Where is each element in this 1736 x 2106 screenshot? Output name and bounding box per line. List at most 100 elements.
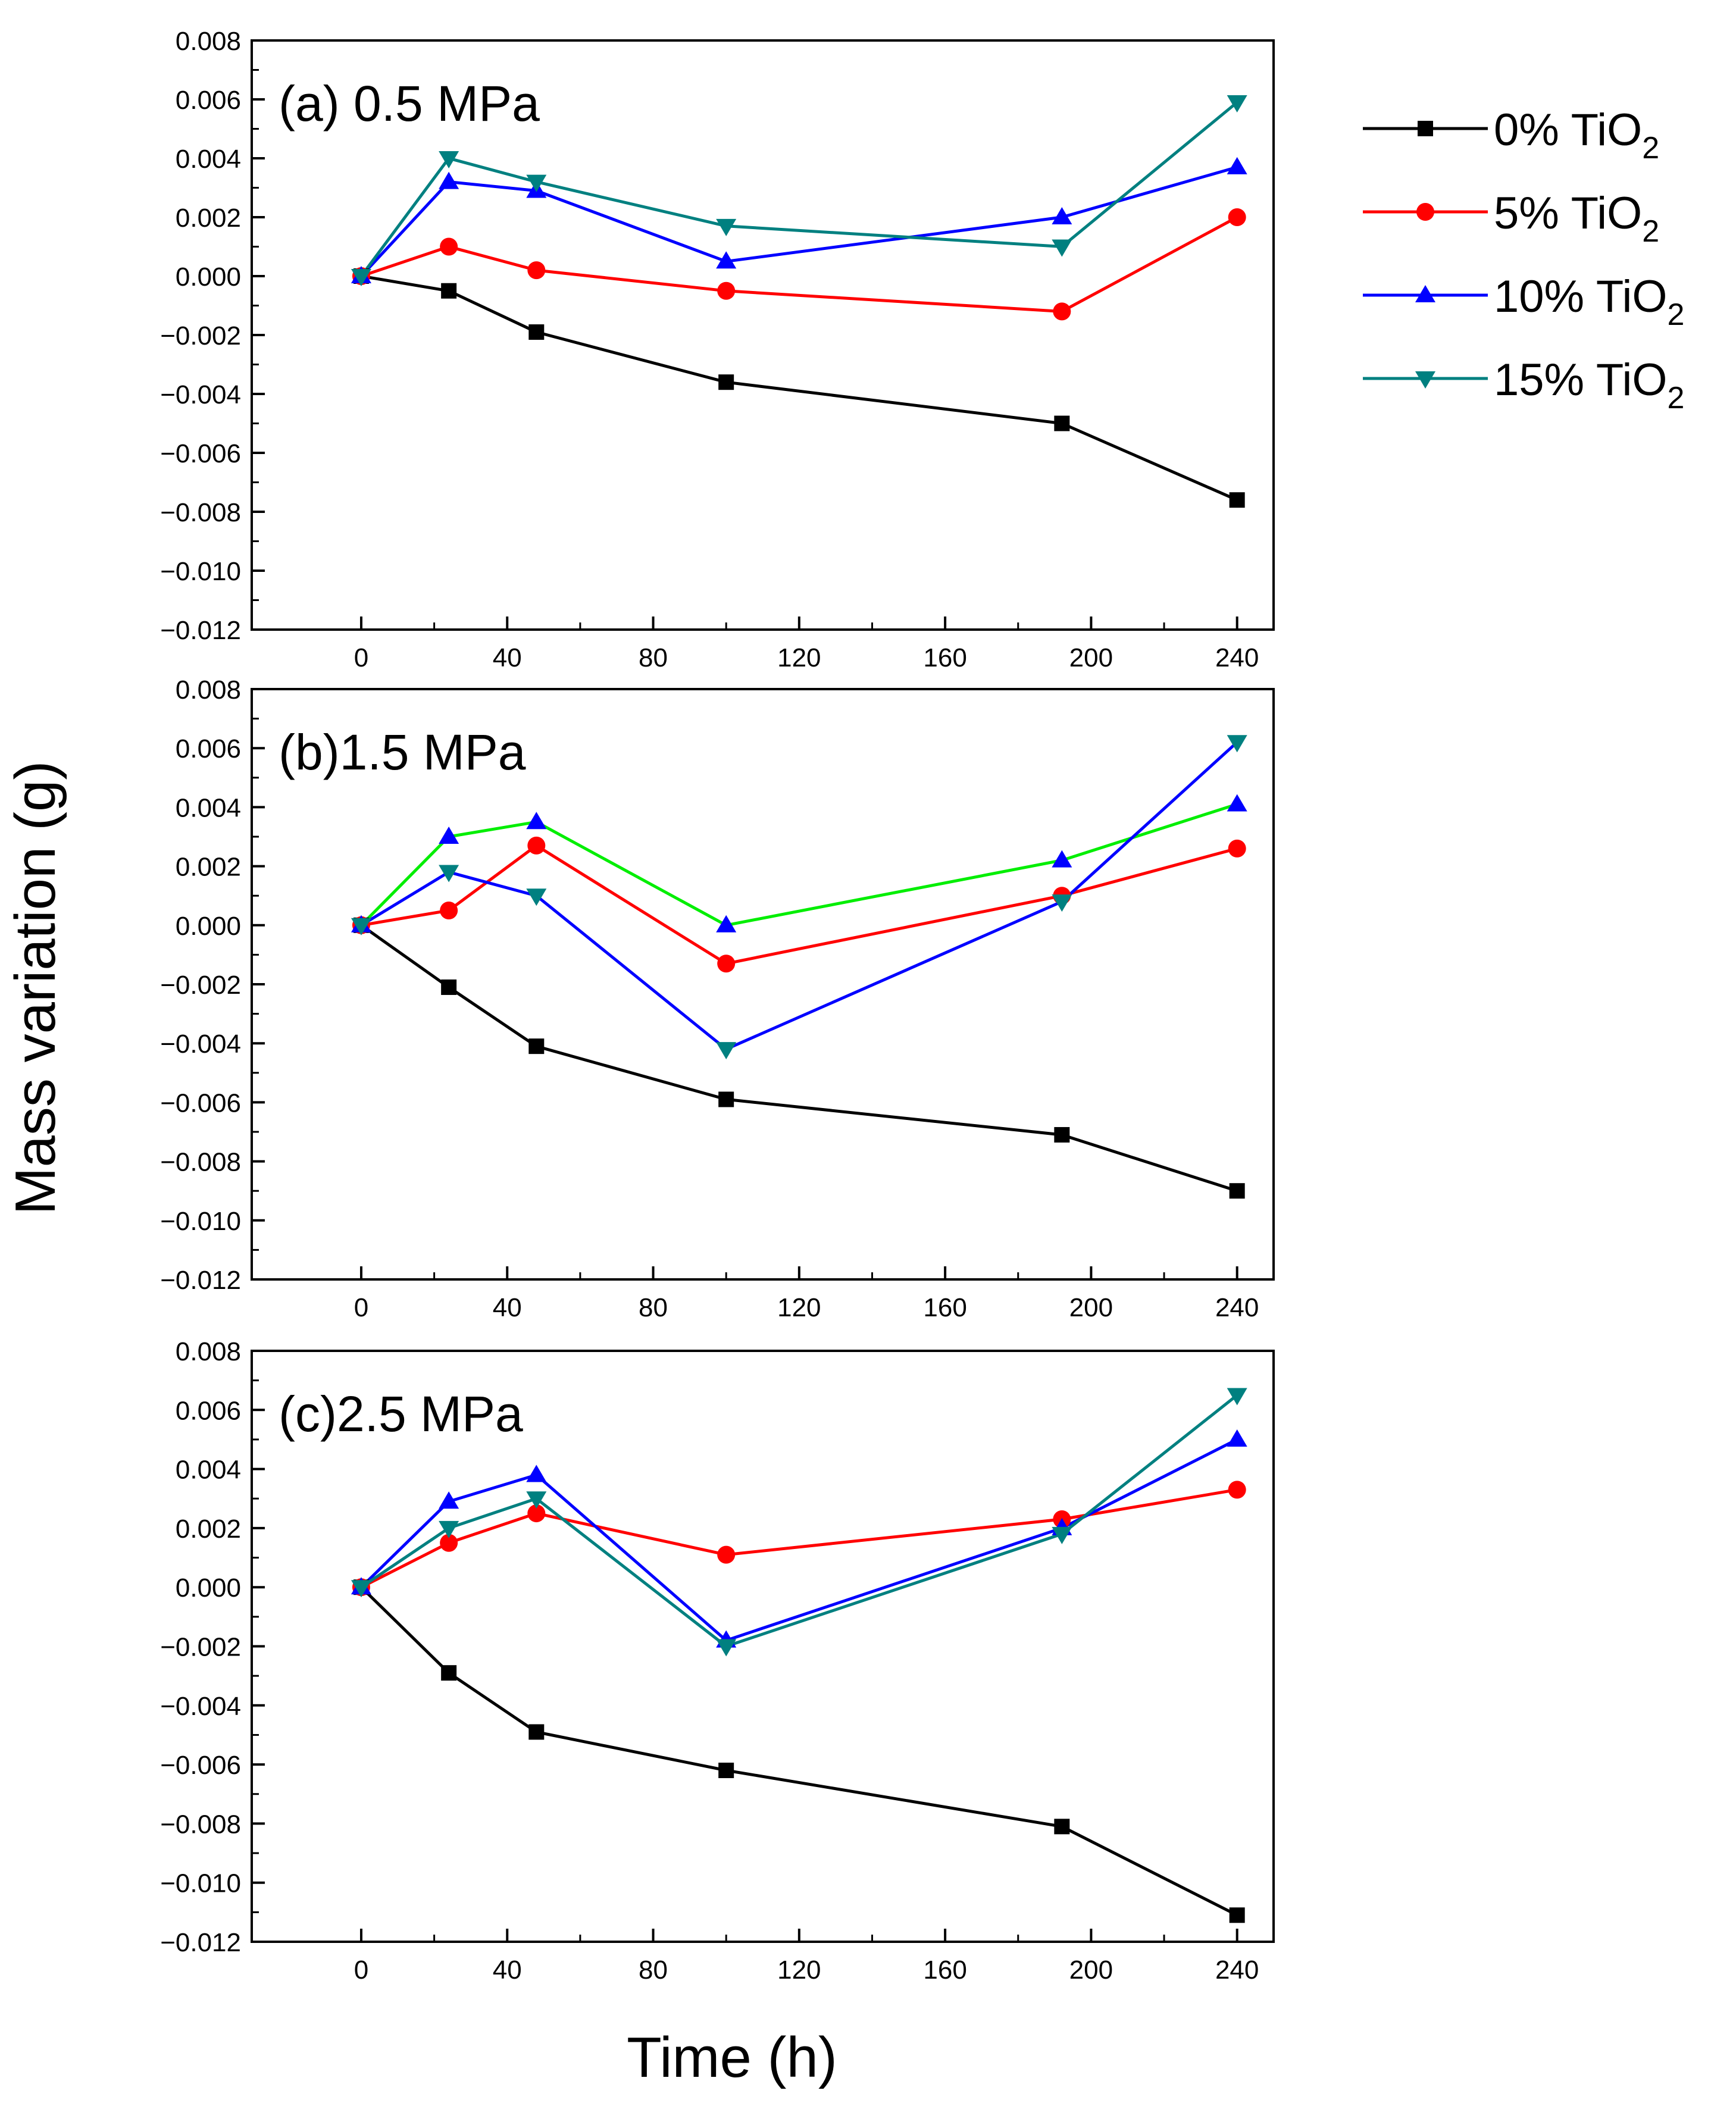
x-tick-label: 120 xyxy=(777,1293,821,1322)
y-tick-label: 0.000 xyxy=(176,262,241,292)
y-tick-label: 0.002 xyxy=(176,204,241,233)
data-point-4 xyxy=(716,1639,737,1657)
y-tick-label: −0.004 xyxy=(160,1029,241,1059)
y-tick-label: 0.004 xyxy=(176,145,241,174)
panel-3: −0.012 −0.010 −0.008 −0.006 −0.004 −0.002 0.00… xyxy=(160,1337,1275,1985)
data-point-4 xyxy=(1227,95,1247,112)
legend-label: 15% TiO2 xyxy=(1494,355,1684,415)
y-axis-label: Mass variation (g) xyxy=(4,761,67,1215)
data-point-2 xyxy=(717,955,736,973)
x-tick-label: 80 xyxy=(639,1293,668,1322)
data-point-4 xyxy=(439,1520,459,1538)
data-point-2 xyxy=(717,1545,736,1564)
data-point-3 xyxy=(1052,850,1072,868)
data-point-4 xyxy=(351,918,371,935)
x-axis-label: Time (h) xyxy=(627,2026,837,2089)
legend-label: 5% TiO2 xyxy=(1494,188,1659,249)
y-tick-label: 0.004 xyxy=(176,1456,241,1485)
y-tick-label: 0.008 xyxy=(176,675,241,705)
x-tick-label: 200 xyxy=(1069,643,1113,672)
data-point-4 xyxy=(716,1042,737,1060)
legend-label-subscript: 2 xyxy=(1667,381,1684,415)
y-tick-label: −0.008 xyxy=(160,1810,241,1839)
x-tick-label: 160 xyxy=(923,643,966,672)
series-line-4 xyxy=(360,1394,1238,1648)
y-tick-label: 0.008 xyxy=(176,27,241,56)
series-line-4 xyxy=(360,741,1238,1051)
y-tick-label: −0.010 xyxy=(160,1207,241,1236)
y-tick-label: −0.012 xyxy=(160,1266,241,1295)
y-tick-label: −0.008 xyxy=(160,1148,241,1177)
data-point-1 xyxy=(718,1091,734,1107)
y-tick-label: −0.002 xyxy=(160,1633,241,1662)
legend-label-subscript: 2 xyxy=(1667,298,1684,332)
data-point-1 xyxy=(528,1724,545,1740)
data-point-1 xyxy=(1229,1907,1245,1923)
x-tick-label: 200 xyxy=(1069,1955,1113,1985)
data-point-4 xyxy=(351,1580,371,1598)
data-point-1 xyxy=(441,979,457,995)
data-point-1 xyxy=(718,374,734,390)
data-point-4 xyxy=(351,269,371,286)
x-tick-label: 80 xyxy=(639,643,668,672)
data-point-3 xyxy=(526,812,547,830)
y-tick-label: 0.000 xyxy=(176,1573,241,1603)
series-line-1 xyxy=(360,924,1238,1193)
data-point-2 xyxy=(527,836,546,855)
y-tick-label: 0.006 xyxy=(176,1396,241,1425)
data-point-3 xyxy=(526,1465,547,1482)
panel-1: −0.012 −0.010 −0.008 −0.006 −0.004 −0.002 0.00… xyxy=(160,27,1275,672)
data-point-2 xyxy=(440,1534,458,1552)
data-point-3 xyxy=(1227,794,1247,812)
y-tick-label: −0.002 xyxy=(160,321,241,351)
panels: −0.012 −0.010 −0.008 −0.006 −0.004 −0.002 0.00… xyxy=(160,27,1275,1985)
y-tick-label: −0.002 xyxy=(160,971,241,1000)
legend-label-subscript: 2 xyxy=(1642,131,1659,165)
data-point-1 xyxy=(528,1038,545,1054)
y-tick-label: −0.006 xyxy=(160,1088,241,1118)
data-point-3 xyxy=(439,827,459,844)
data-point-3 xyxy=(1227,157,1247,174)
legend-label-subscript: 2 xyxy=(1642,214,1659,249)
y-tick-label: 0.006 xyxy=(176,86,241,115)
x-tick-label: 120 xyxy=(777,643,821,672)
y-tick-label: 0.000 xyxy=(176,912,241,941)
x-tick-label: 80 xyxy=(639,1955,668,1985)
data-point-2 xyxy=(440,902,458,919)
data-point-4 xyxy=(526,1491,547,1509)
x-tick-label: 40 xyxy=(493,643,522,672)
y-tick-label: −0.006 xyxy=(160,439,241,468)
y-tick-label: 0.008 xyxy=(176,1337,241,1366)
data-point-2 xyxy=(440,237,458,256)
y-tick-label: −0.012 xyxy=(160,1928,241,1957)
data-point-1 xyxy=(1229,492,1245,508)
x-tick-label: 0 xyxy=(354,1955,368,1985)
x-tick-label: 0 xyxy=(354,1293,368,1322)
data-point-1 xyxy=(1054,415,1070,431)
y-tick-label: −0.008 xyxy=(160,498,241,527)
series-line-1 xyxy=(361,274,1238,502)
y-tick-label: −0.004 xyxy=(160,380,241,409)
x-tick-label: 40 xyxy=(493,1293,522,1322)
panel-title: (a) 0.5 MPa xyxy=(279,76,540,132)
x-tick-label: 120 xyxy=(777,1955,821,1985)
data-point-2 xyxy=(1228,1481,1246,1499)
series-line-1 xyxy=(360,1586,1238,1917)
legend-marker xyxy=(1415,371,1435,389)
data-point-4 xyxy=(439,151,459,168)
y-tick-label: −0.006 xyxy=(160,1751,241,1780)
x-tick-label: 160 xyxy=(923,1955,966,1985)
y-tick-label: 0.004 xyxy=(176,793,241,822)
y-tick-label: 0.002 xyxy=(176,853,241,882)
legend-item-4: 15% TiO2 xyxy=(1363,355,1684,415)
data-point-4 xyxy=(1227,1388,1247,1406)
legend-marker xyxy=(1418,121,1433,136)
legend: 0% TiO2 5% TiO2 10% TiO2 15% TiO2 xyxy=(1363,105,1684,415)
data-point-4 xyxy=(439,865,459,883)
data-point-3 xyxy=(439,1491,459,1509)
data-point-4 xyxy=(526,174,547,192)
y-tick-label: −0.004 xyxy=(160,1692,241,1721)
y-tick-label: −0.010 xyxy=(160,557,241,586)
data-point-4 xyxy=(526,888,547,906)
y-tick-label: −0.010 xyxy=(160,1869,241,1898)
